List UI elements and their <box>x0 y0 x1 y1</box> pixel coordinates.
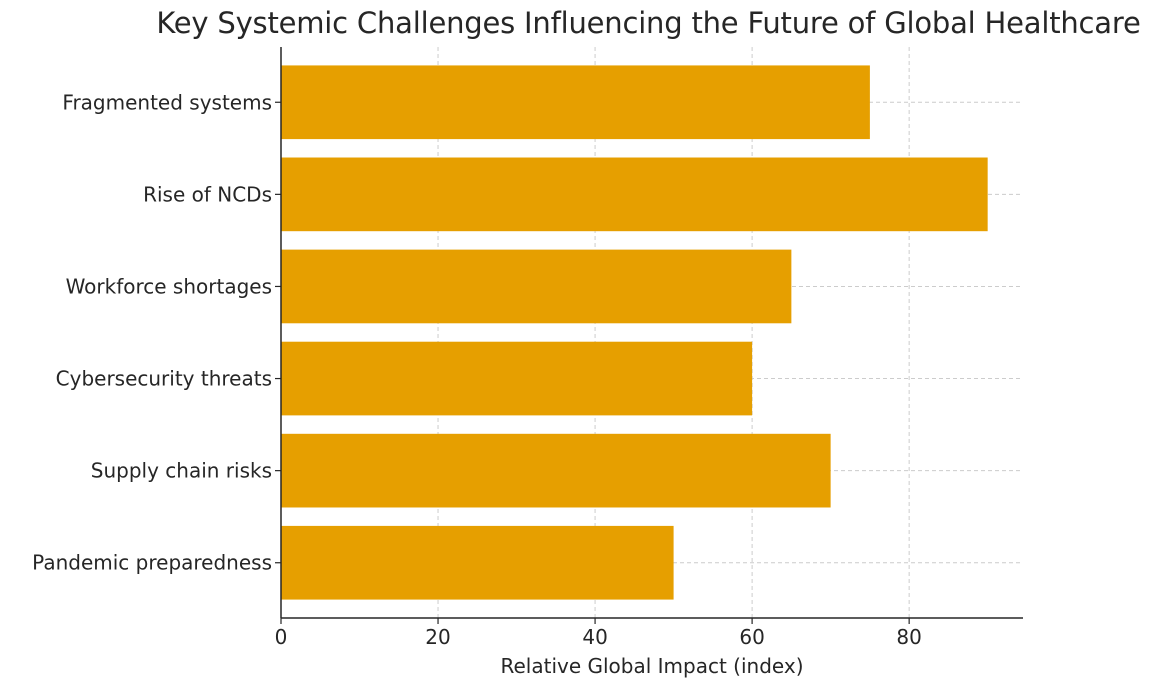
x-axis-label: Relative Global Impact (index) <box>500 654 803 678</box>
x-tick-label: 20 <box>425 625 450 649</box>
axis-layer <box>275 47 1023 624</box>
y-tick-label: Workforce shortages <box>66 274 272 298</box>
x-tick-label: 0 <box>275 625 288 649</box>
x-tick-label: 80 <box>896 625 921 649</box>
bar <box>281 157 988 232</box>
bar <box>281 249 792 324</box>
bar-layer <box>281 65 988 600</box>
bar <box>281 65 870 140</box>
bar <box>281 525 674 600</box>
y-tick-label: Rise of NCDs <box>143 182 272 206</box>
label-layer: Fragmented systems Rise of NCDs Workforce … <box>32 90 922 678</box>
y-tick-label: Supply chain risks <box>91 459 272 483</box>
y-tick-label: Pandemic preparedness <box>32 551 272 575</box>
x-tick-label: 40 <box>582 625 607 649</box>
y-tick-label: Cybersecurity threats <box>56 367 272 391</box>
chart-title: Key Systemic Challenges Influencing the … <box>156 6 1141 40</box>
y-tick-label: Fragmented systems <box>62 90 272 114</box>
x-tick-label: 60 <box>739 625 764 649</box>
bar <box>281 341 753 416</box>
bar <box>281 433 831 508</box>
